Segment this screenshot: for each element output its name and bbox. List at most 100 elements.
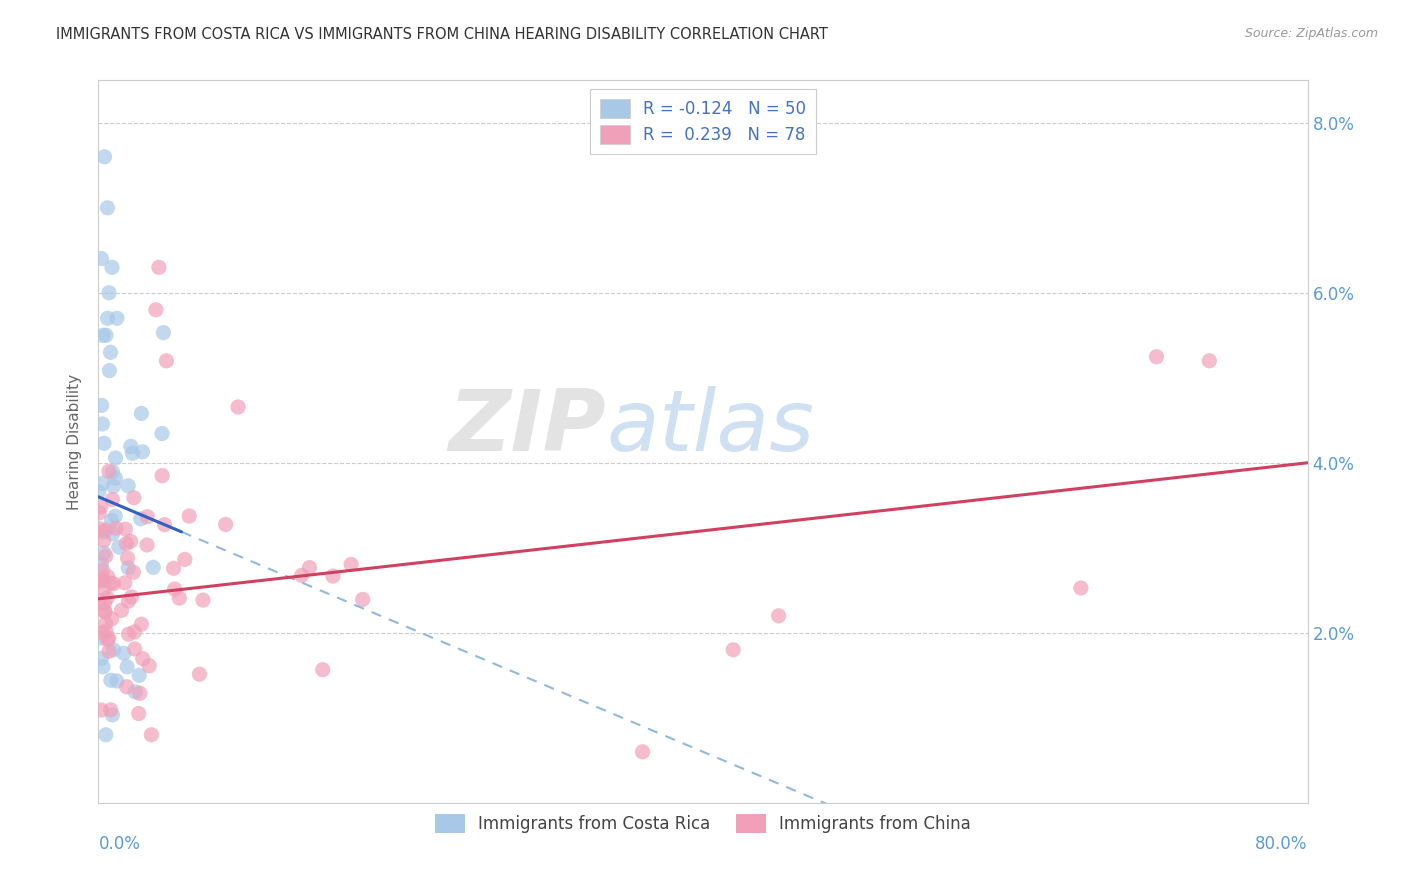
Point bbox=[100, 513, 122, 527]
Point bbox=[117, 627, 139, 641]
Point bbox=[98, 363, 121, 377]
Point bbox=[94, 624, 117, 638]
Point bbox=[1198, 353, 1220, 368]
Point bbox=[142, 560, 165, 574]
Point bbox=[112, 646, 135, 660]
Point bbox=[136, 509, 159, 524]
Point bbox=[96, 591, 118, 605]
Point bbox=[121, 446, 143, 460]
Point bbox=[124, 685, 146, 699]
Point bbox=[723, 642, 745, 657]
Point bbox=[131, 444, 153, 458]
Point bbox=[93, 524, 115, 539]
Point bbox=[120, 439, 142, 453]
Point bbox=[89, 594, 111, 608]
Legend: Immigrants from Costa Rica, Immigrants from China: Immigrants from Costa Rica, Immigrants f… bbox=[427, 805, 979, 841]
Point bbox=[226, 400, 249, 414]
Point bbox=[101, 526, 124, 541]
Point bbox=[169, 591, 191, 606]
Point bbox=[114, 575, 136, 590]
Point bbox=[90, 651, 112, 665]
Point bbox=[117, 594, 139, 608]
Point bbox=[100, 673, 122, 688]
Point bbox=[122, 491, 145, 505]
Point bbox=[94, 549, 117, 563]
Point bbox=[90, 398, 112, 412]
Point bbox=[89, 522, 111, 536]
Point bbox=[117, 479, 139, 493]
Point bbox=[103, 576, 125, 591]
Point bbox=[131, 407, 153, 421]
Point bbox=[100, 703, 122, 717]
Point bbox=[132, 651, 155, 665]
Point bbox=[93, 604, 115, 618]
Point bbox=[191, 593, 214, 607]
Point bbox=[97, 632, 120, 647]
Point bbox=[128, 686, 150, 700]
Point bbox=[173, 552, 195, 566]
Point bbox=[93, 582, 115, 597]
Point bbox=[155, 353, 177, 368]
Point bbox=[298, 560, 321, 574]
Point bbox=[90, 557, 112, 571]
Point bbox=[115, 660, 138, 674]
Text: Source: ZipAtlas.com: Source: ZipAtlas.com bbox=[1244, 27, 1378, 40]
Point bbox=[104, 509, 127, 524]
Point bbox=[768, 608, 790, 623]
Point bbox=[120, 534, 142, 549]
Point bbox=[96, 201, 118, 215]
Point bbox=[128, 668, 150, 682]
Point bbox=[340, 558, 363, 572]
Point bbox=[179, 509, 201, 524]
Point bbox=[312, 663, 335, 677]
Point bbox=[352, 592, 374, 607]
Point bbox=[90, 500, 112, 514]
Point bbox=[96, 311, 118, 326]
Point bbox=[141, 728, 163, 742]
Point bbox=[93, 436, 115, 450]
Point bbox=[91, 625, 114, 640]
Point bbox=[291, 568, 314, 582]
Point bbox=[90, 574, 112, 588]
Text: ZIP: ZIP bbox=[449, 385, 606, 468]
Point bbox=[87, 484, 110, 499]
Point bbox=[1070, 581, 1092, 595]
Point bbox=[105, 521, 128, 535]
Point bbox=[94, 328, 117, 343]
Point bbox=[128, 706, 150, 721]
Point bbox=[90, 631, 112, 645]
Point bbox=[100, 576, 122, 591]
Point bbox=[91, 328, 114, 343]
Point bbox=[1144, 350, 1167, 364]
Point bbox=[94, 605, 117, 619]
Point bbox=[322, 569, 344, 583]
Point bbox=[103, 479, 125, 493]
Point bbox=[97, 464, 120, 478]
Point bbox=[90, 252, 112, 266]
Point bbox=[114, 522, 136, 536]
Point bbox=[100, 345, 122, 359]
Point bbox=[122, 566, 145, 580]
Point bbox=[145, 302, 167, 317]
Point bbox=[115, 680, 138, 694]
Point bbox=[129, 512, 152, 526]
Point bbox=[94, 523, 117, 537]
Point bbox=[93, 597, 115, 611]
Point bbox=[152, 326, 174, 340]
Point bbox=[91, 563, 114, 577]
Point bbox=[108, 540, 131, 554]
Point bbox=[150, 468, 173, 483]
Point bbox=[104, 471, 127, 485]
Point bbox=[104, 450, 127, 465]
Point bbox=[188, 667, 211, 681]
Point bbox=[120, 590, 142, 604]
Point bbox=[138, 658, 160, 673]
Point bbox=[163, 582, 186, 596]
Point bbox=[117, 551, 139, 566]
Point bbox=[631, 745, 654, 759]
Point bbox=[91, 571, 114, 585]
Point bbox=[97, 569, 120, 583]
Point bbox=[98, 285, 121, 300]
Point bbox=[124, 642, 146, 657]
Point bbox=[148, 260, 170, 275]
